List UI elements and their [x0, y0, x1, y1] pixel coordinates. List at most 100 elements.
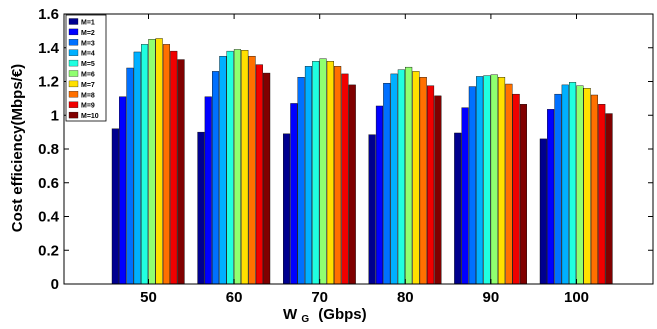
bar-m10-100: [605, 113, 613, 285]
bar-m5-60: [226, 50, 234, 285]
bar-m7-60: [241, 50, 249, 285]
legend-entry: M=8: [81, 92, 95, 99]
bar-m1-70: [283, 133, 291, 285]
bar-m9-50: [170, 50, 178, 285]
x-tick-label: 90: [483, 289, 500, 306]
bar-m2-70: [290, 103, 298, 285]
legend-swatch: [68, 80, 79, 88]
legend-swatch: [68, 39, 79, 46]
bar-m2-90: [461, 107, 469, 285]
bar-m1-90: [454, 132, 462, 285]
y-tick-label: 1.4: [38, 40, 60, 57]
bar-m8-80: [419, 77, 427, 285]
bar-m5-80: [397, 69, 405, 285]
bar-m9-90: [512, 93, 520, 285]
bar-m3-60: [211, 71, 220, 285]
y-tick-label: 1.2: [38, 74, 59, 91]
legend-entry: M=3: [81, 40, 95, 47]
bar-m4-60: [219, 55, 227, 285]
y-axis-label: Cost efficiency(Mbps/€): [9, 64, 26, 232]
y-tick-label: 0: [51, 276, 59, 293]
bar-m9-60: [255, 64, 263, 285]
bar-m8-50: [162, 44, 171, 285]
bar-m1-50: [111, 128, 119, 285]
legend-swatch: [68, 18, 79, 25]
bar-m5-50: [140, 44, 149, 285]
legend-entry: M=1: [81, 20, 95, 27]
bar-m3-80: [383, 82, 391, 285]
bar-m10-70: [348, 84, 356, 285]
bar-m1-60: [197, 131, 205, 285]
x-tick-label: 60: [226, 289, 243, 306]
legend-entry: M=5: [81, 61, 95, 68]
legend-swatch: [68, 59, 79, 67]
legend-entry: M=10: [81, 113, 99, 120]
y-tick-label: 0.8: [38, 141, 59, 158]
bar-m6-90: [490, 74, 498, 285]
y-tick-label: 0.6: [38, 175, 59, 192]
bar-m6-60: [233, 49, 242, 285]
bar-m9-100: [598, 104, 606, 285]
legend-entry: M=7: [81, 82, 95, 89]
bar-m7-90: [498, 77, 506, 285]
legend-swatch: [68, 70, 79, 77]
bar-m10-80: [434, 95, 442, 285]
bar-m2-80: [375, 105, 384, 285]
bar-m5-90: [483, 75, 491, 285]
bar-m10-60: [263, 72, 271, 285]
legend-entry: M=9: [81, 103, 95, 110]
bar-m6-70: [319, 58, 327, 285]
x-tick-label: 70: [311, 289, 328, 306]
bar-m2-60: [204, 96, 212, 285]
y-tick-label: 1.6: [38, 6, 59, 23]
bar-m8-60: [248, 55, 256, 285]
bar-m3-90: [468, 86, 476, 285]
bar-m3-50: [126, 67, 134, 285]
bar-m4-90: [476, 76, 484, 285]
bar-m9-70: [341, 73, 349, 285]
bar-m7-70: [326, 61, 334, 285]
bar-m4-100: [561, 84, 569, 285]
y-tick-label: 1: [51, 107, 59, 124]
legend-swatch: [68, 28, 79, 36]
x-axis-label-sub: G: [301, 314, 309, 325]
bar-m8-90: [505, 83, 513, 285]
x-axis-label: W G (Gbps): [283, 306, 367, 326]
legend-entry: M=6: [81, 72, 95, 79]
legend-swatch: [68, 101, 79, 108]
bar-m1-80: [368, 134, 376, 285]
y-tick-label: 0.4: [38, 209, 60, 226]
legend-swatch: [68, 91, 79, 98]
x-axis-label-main: W: [283, 306, 298, 323]
bar-m6-80: [405, 66, 413, 285]
bar-m1-100: [539, 138, 547, 285]
bar-m4-50: [133, 51, 141, 285]
bar-m9-80: [427, 85, 435, 285]
bar-m2-100: [547, 109, 555, 285]
bar-m8-70: [334, 66, 342, 285]
x-axis-label-unit: (Gbps): [318, 306, 366, 323]
x-tick-label: 100: [564, 289, 589, 306]
x-tick-label: 50: [140, 289, 157, 306]
x-tick-label: 80: [397, 289, 414, 306]
bar-m8-100: [590, 94, 598, 285]
bar-m6-50: [148, 39, 156, 285]
bar-m3-70: [297, 77, 305, 285]
legend-swatch: [68, 111, 79, 119]
axes-group: 0 0.2 0.4 0.6 0.8 1 1.2 1.4 1.6 50 60 70 80 90 100: [38, 6, 654, 306]
bar-m6-100: [576, 85, 584, 285]
bar-m3-100: [554, 93, 562, 285]
bar-m10-50: [177, 59, 185, 285]
bar-m7-50: [155, 38, 163, 285]
bar-m7-100: [583, 88, 591, 285]
legend-entry: M=4: [81, 51, 95, 58]
bar-m5-100: [569, 82, 577, 285]
bar-m7-80: [412, 71, 420, 285]
bar-m5-70: [312, 61, 320, 285]
bar-m4-70: [304, 66, 313, 285]
bar-m2-50: [119, 96, 127, 285]
bar-m10-90: [519, 104, 527, 285]
legend-swatch: [68, 49, 79, 56]
legend: M=1 M=2 M=3 M=4 M=5 M=6 M=7 M=8 M=9 M=10: [65, 14, 107, 122]
